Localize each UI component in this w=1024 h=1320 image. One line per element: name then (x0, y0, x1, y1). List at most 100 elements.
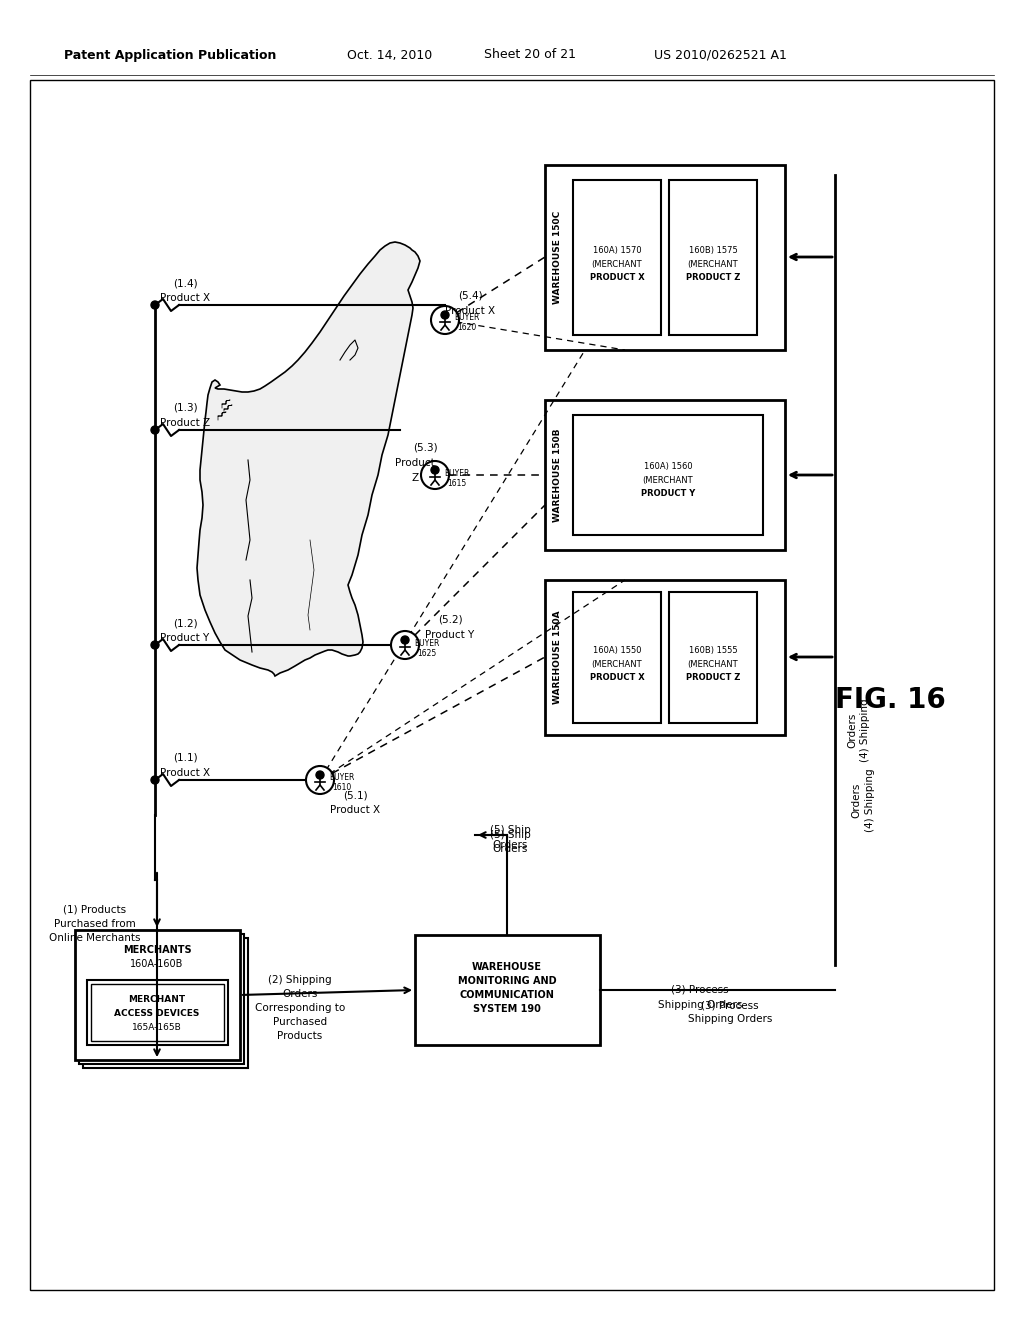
Text: WAREHOUSE 150A: WAREHOUSE 150A (553, 610, 561, 704)
Text: (5) Ship: (5) Ship (489, 825, 530, 836)
Bar (669, 180, 757, 335)
Text: 1625: 1625 (418, 648, 436, 657)
Text: Purchased: Purchased (273, 1016, 327, 1027)
Text: 165A-165B: 165A-165B (132, 1023, 182, 1031)
Bar (545, 165, 785, 350)
Bar (415, 935, 600, 1045)
Bar (573, 414, 763, 535)
Text: US 2010/0262521 A1: US 2010/0262521 A1 (653, 49, 786, 62)
Polygon shape (197, 242, 420, 676)
Bar (573, 591, 662, 723)
Text: (4) Shipping: (4) Shipping (860, 698, 870, 762)
Circle shape (431, 306, 459, 334)
Bar (669, 591, 757, 723)
Text: WAREHOUSE 150B: WAREHOUSE 150B (553, 428, 561, 521)
Text: (1) Products: (1) Products (63, 906, 127, 915)
Text: Z: Z (412, 473, 419, 483)
Text: Product X: Product X (160, 768, 210, 777)
Text: FIG. 16: FIG. 16 (835, 686, 945, 714)
Circle shape (151, 301, 159, 309)
Text: (MERCHANT: (MERCHANT (643, 475, 693, 484)
Text: Product: Product (395, 458, 435, 469)
Bar (75, 931, 240, 1060)
Text: PRODUCT X: PRODUCT X (590, 672, 644, 681)
Text: Products: Products (278, 1031, 323, 1041)
Text: 160A) 1570: 160A) 1570 (593, 246, 641, 255)
Text: PRODUCT Z: PRODUCT Z (686, 672, 740, 681)
Text: 160B) 1575: 160B) 1575 (688, 246, 737, 255)
Text: MERCHANT: MERCHANT (128, 995, 185, 1005)
Text: Orders: Orders (493, 843, 527, 854)
Text: (4) Shipping: (4) Shipping (865, 768, 874, 832)
Bar (545, 400, 785, 550)
Text: PRODUCT Y: PRODUCT Y (641, 488, 695, 498)
Text: ACCESS DEVICES: ACCESS DEVICES (115, 1008, 200, 1018)
Text: (MERCHANT: (MERCHANT (688, 260, 738, 268)
Text: Orders: Orders (493, 840, 527, 850)
Bar (91, 983, 224, 1041)
Text: 160B) 1555: 160B) 1555 (689, 645, 737, 655)
Text: (3) Process: (3) Process (671, 985, 729, 995)
Circle shape (316, 771, 324, 779)
Text: SYSTEM 190: SYSTEM 190 (473, 1005, 541, 1014)
Text: Oct. 14, 2010: Oct. 14, 2010 (347, 49, 432, 62)
Circle shape (306, 766, 334, 795)
Text: Product Z: Product Z (160, 418, 210, 428)
Text: 1615: 1615 (447, 479, 467, 487)
Text: Purchased from: Purchased from (54, 919, 136, 929)
Text: (3) Process: (3) Process (701, 1001, 759, 1010)
Text: (5.1): (5.1) (343, 789, 368, 800)
Circle shape (421, 461, 449, 488)
Text: PRODUCT X: PRODUCT X (590, 272, 644, 281)
Text: 1620: 1620 (458, 323, 476, 333)
Text: (1.3): (1.3) (173, 403, 198, 413)
Text: PRODUCT Z: PRODUCT Z (686, 272, 740, 281)
Text: BUYER: BUYER (455, 314, 479, 322)
Text: Online Merchants: Online Merchants (49, 933, 140, 942)
Text: 160A) 1560: 160A) 1560 (644, 462, 692, 471)
Text: Product X: Product X (160, 293, 210, 304)
Circle shape (151, 426, 159, 434)
Circle shape (401, 636, 409, 644)
Bar (79, 935, 244, 1064)
Bar (87, 979, 228, 1045)
Text: MONITORING AND: MONITORING AND (458, 975, 556, 986)
Text: BUYER: BUYER (330, 774, 354, 783)
Text: (5.2): (5.2) (437, 615, 462, 624)
Text: Shipping Orders: Shipping Orders (657, 1001, 742, 1010)
Text: (1.2): (1.2) (173, 618, 198, 628)
Circle shape (441, 312, 449, 319)
Text: Product Y: Product Y (161, 634, 210, 643)
Text: (5.3): (5.3) (413, 444, 437, 453)
Bar (573, 180, 662, 335)
Text: COMMUNICATION: COMMUNICATION (460, 990, 554, 1001)
Text: Orders: Orders (847, 713, 857, 747)
Text: 160A-160B: 160A-160B (130, 960, 183, 969)
Circle shape (151, 642, 159, 649)
Text: BUYER: BUYER (444, 469, 470, 478)
Bar (83, 939, 248, 1068)
Text: BUYER: BUYER (415, 639, 439, 648)
Text: 1610: 1610 (333, 784, 351, 792)
Circle shape (431, 466, 439, 474)
Text: (MERCHANT: (MERCHANT (688, 660, 738, 668)
Text: Product X: Product X (445, 306, 495, 315)
Text: Corresponding to: Corresponding to (255, 1003, 345, 1012)
Text: MERCHANTS: MERCHANTS (123, 945, 191, 954)
Text: (5.4): (5.4) (458, 290, 482, 301)
Text: (MERCHANT: (MERCHANT (592, 660, 642, 668)
Circle shape (391, 631, 419, 659)
Text: WAREHOUSE: WAREHOUSE (472, 962, 542, 972)
Text: Product Y: Product Y (425, 630, 475, 640)
Text: Orders: Orders (851, 783, 861, 817)
Text: Product X: Product X (330, 805, 380, 814)
Text: 160A) 1550: 160A) 1550 (593, 645, 641, 655)
Circle shape (151, 776, 159, 784)
Text: Orders: Orders (283, 989, 317, 999)
Text: Patent Application Publication: Patent Application Publication (63, 49, 276, 62)
Text: WAREHOUSE 150C: WAREHOUSE 150C (553, 210, 561, 304)
Text: Sheet 20 of 21: Sheet 20 of 21 (484, 49, 575, 62)
Text: (1.1): (1.1) (173, 752, 198, 763)
Text: (1.4): (1.4) (173, 279, 198, 288)
Text: Shipping Orders: Shipping Orders (688, 1014, 772, 1024)
